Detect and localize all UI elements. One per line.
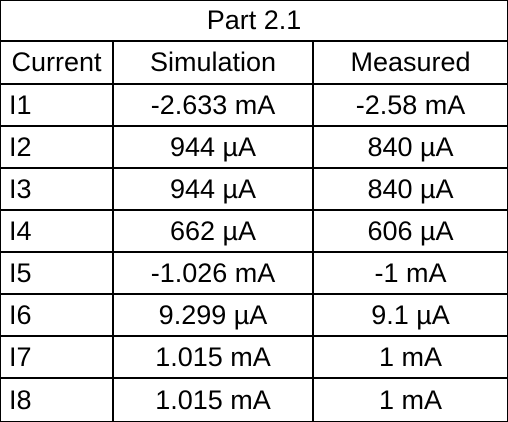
table-grid: Current Simulation Measured I1 -2.633 mA… — [1, 42, 507, 421]
measured-value: 1 mA — [314, 337, 507, 379]
simulation-value: 944 µA — [114, 169, 314, 211]
current-label: I2 — [1, 127, 114, 169]
simulation-value: -1.026 mA — [114, 253, 314, 295]
measured-value: 840 µA — [314, 127, 507, 169]
current-label: I5 — [1, 253, 114, 295]
simulation-value: 1.015 mA — [114, 379, 314, 421]
measured-value: -1 mA — [314, 253, 507, 295]
header-measured: Measured — [314, 42, 507, 85]
current-label: I4 — [1, 211, 114, 253]
simulation-value: -2.633 mA — [114, 85, 314, 127]
measured-value: 1 mA — [378, 384, 443, 415]
measured-value: 606 µA — [314, 211, 507, 253]
header-current: Current — [1, 42, 114, 85]
simulation-value: 9.299 µA — [114, 295, 314, 337]
measured-value: -2.58 mA — [314, 85, 507, 127]
simulation-value: 662 µA — [114, 211, 314, 253]
current-label: I3 — [1, 169, 114, 211]
measured-value: 9.1 µA — [314, 295, 507, 337]
table-title: Part 2.1 — [1, 1, 507, 42]
measured-value: 840 µA — [314, 169, 507, 211]
header-simulation: Simulation — [114, 42, 314, 85]
simulation-value: 1.015 mA — [114, 337, 314, 379]
current-label: I1 — [1, 85, 114, 127]
current-label: I6 — [1, 295, 114, 337]
current-label: I7 — [1, 337, 114, 379]
current-label: I8 — [1, 379, 114, 421]
simulation-value: 944 µA — [114, 127, 314, 169]
